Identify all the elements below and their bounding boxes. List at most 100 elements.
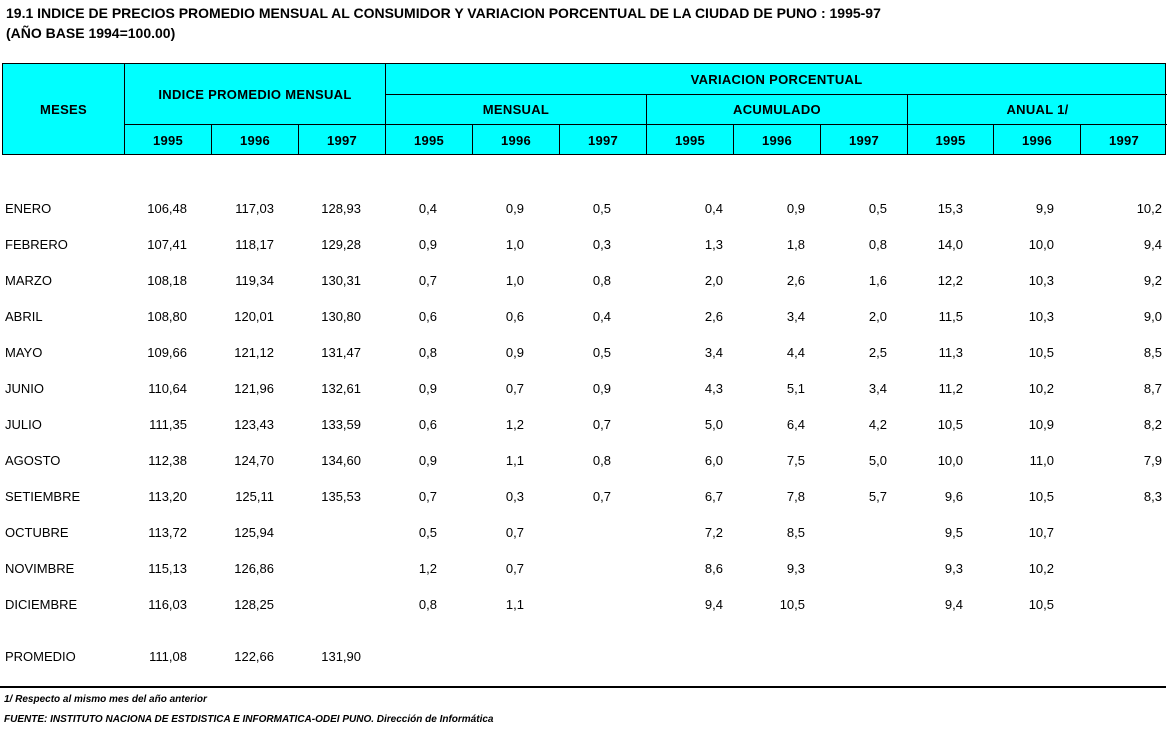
table-cell: 2,0 [704,273,723,288]
table-cell: 5,0 [868,453,887,468]
table-cell: 0,6 [418,417,437,432]
table-cell: 134,60 [321,453,361,468]
table-cell: 123,43 [234,417,274,432]
header-year: 1997 [1108,132,1140,148]
table-header: MESES INDICE PROMEDIO MENSUAL VARIACION … [2,63,1167,155]
month-label: OCTUBRE [5,525,69,540]
table-cell: 6,0 [704,453,723,468]
header-year: 1995 [125,125,212,155]
table-cell: 0,5 [592,201,611,216]
table-cell: 126,86 [234,561,274,576]
table-row: JULIO 111,35 123,43 133,59 0,6 1,2 0,7 5,0 6,4 4,… [0,417,1168,437]
table-cell: 0,9 [418,237,437,252]
table-row: NOVIMBRE 115,13 126,86 1,2 0,7 8,6 9,3 9,3 10,2 [0,561,1168,581]
table-cell: 115,13 [148,561,187,576]
table-cell: 9,3 [786,561,805,576]
table-cell: 121,12 [234,345,274,360]
table-cell: 0,7 [418,489,437,504]
table-cell: 0,7 [592,417,611,432]
table-cell: 108,80 [147,309,187,324]
header-year: 1996 [212,125,299,155]
table-row: ABRIL 108,80 120,01 130,80 0,6 0,6 0,4 2,6 3,4 2,… [0,309,1168,329]
header-year: 1996 [994,125,1081,155]
table-cell: 110,64 [148,381,187,396]
table-cell: 7,2 [704,525,723,540]
table-cell: 10,5 [1028,489,1054,504]
table-cell: 1,0 [505,273,524,288]
header-year: 1996 [734,125,821,155]
table-cell: 0,3 [505,489,524,504]
table-cell: 6,7 [704,489,723,504]
table-cell: 10,3 [1028,309,1054,324]
table-cell: 9,4 [1143,237,1162,252]
table-cell: 3,4 [868,381,887,396]
header-meses: MESES [3,64,125,155]
month-label: ABRIL [5,309,43,324]
table-cell: 8,6 [704,561,723,576]
header-year: 1996 [473,125,560,155]
table-cell: 7,8 [786,489,805,504]
header-year: 1997 [560,125,647,155]
table-cell: 10,5 [937,417,963,432]
table-cell: 116,03 [148,597,187,612]
month-label: FEBRERO [5,237,68,252]
table-row: MAYO 109,66 121,12 131,47 0,8 0,9 0,5 3,4 4,4 2,5… [0,345,1168,365]
table-cell: 1,8 [786,237,805,252]
table-row: AGOSTO 112,38 124,70 134,60 0,9 1,1 0,8 6,0 7,5 5… [0,453,1168,473]
table-cell: 0,9 [786,201,805,216]
table-cell: 11,2 [938,381,963,396]
table-cell: 0,8 [418,345,437,360]
table-cell: 10,5 [1028,345,1054,360]
table-cell: 7,9 [1143,453,1162,468]
table-cell: 1,1 [505,453,524,468]
table-cell: 129,28 [321,237,361,252]
table-cell: 121,96 [234,381,274,396]
table-cell: 113,72 [148,525,187,540]
table-cell: 10,5 [1028,597,1054,612]
table-cell: 119,34 [235,273,274,288]
table-cell: 12,2 [937,273,963,288]
table-cell: 0,7 [505,561,524,576]
table-cell: 11,5 [938,309,963,324]
table-cell: 118,17 [235,237,274,252]
table-cell: 107,41 [147,237,187,252]
month-label: JUNIO [5,381,44,396]
table-cell: 8,5 [1143,345,1162,360]
table-cell: 0,4 [418,201,437,216]
table-cell: 0,5 [592,345,611,360]
table-cell: 0,5 [868,201,887,216]
month-label: AGOSTO [5,453,61,468]
table-cell: 0,7 [418,273,437,288]
table-cell: 1,3 [704,237,723,252]
header-year: 1997 [299,125,386,155]
table-cell: 120,01 [234,309,274,324]
table-cell: 111,35 [149,417,187,432]
table-row: OCTUBRE 113,72 125,94 0,5 0,7 7,2 8,5 9,5 10,7 [0,525,1168,545]
table-cell: 3,4 [704,345,723,360]
table-cell: 131,47 [321,345,361,360]
table-row: JUNIO 110,64 121,96 132,61 0,9 0,7 0,9 4,3 5,1 3,… [0,381,1168,401]
table-cell: 1,0 [505,237,524,252]
table-cell: 5,1 [786,381,805,396]
table-cell: 106,48 [147,201,187,216]
month-label: MAYO [5,345,43,360]
table-cell: 15,3 [937,201,963,216]
table-cell: 2,6 [786,273,805,288]
table-title: 19.1 INDICE DE PRECIOS PROMEDIO MENSUAL … [6,5,881,21]
table-cell: 109,66 [147,345,187,360]
header-mensual: MENSUAL [386,95,647,125]
table-cell: 0,6 [505,309,524,324]
table-cell: 10,3 [1028,273,1054,288]
table-cell: 8,3 [1143,489,1162,504]
table-row: DICIEMBRE 116,03 128,25 0,8 1,1 9,4 10,5 9,4 10,… [0,597,1168,617]
table-cell: 0,4 [704,201,723,216]
table-cell: 0,9 [505,201,524,216]
table-row: PROMEDIO 111,08 122,66 131,90 [0,649,1168,669]
header-acumulado: ACUMULADO [647,95,908,125]
table-cell: 0,7 [505,525,524,540]
table-cell: 11,0 [1029,453,1054,468]
table-subtitle: (AÑO BASE 1994=100.00) [6,25,176,41]
table-cell: 2,0 [868,309,887,324]
month-label: ENERO [5,201,52,216]
table-cell: 10,2 [1136,201,1162,216]
